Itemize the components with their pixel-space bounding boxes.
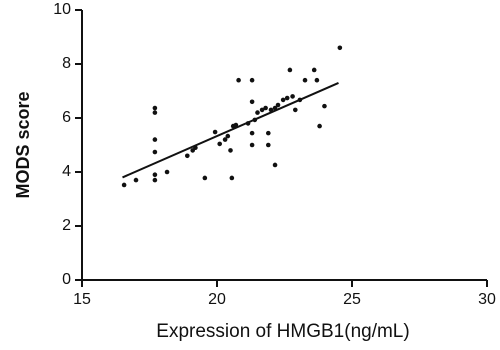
data-point — [266, 142, 271, 148]
data-point — [255, 110, 260, 115]
x-tick-label: 20 — [208, 291, 226, 308]
data-point — [302, 77, 308, 83]
data-point — [152, 172, 158, 177]
data-point — [229, 175, 235, 181]
data-point — [259, 107, 265, 113]
data-point — [287, 67, 293, 73]
data-point — [275, 102, 281, 108]
data-point — [152, 177, 158, 183]
data-point — [263, 105, 268, 111]
data-point — [152, 149, 158, 155]
data-point — [284, 95, 290, 101]
data-point — [164, 169, 170, 175]
data-point — [152, 110, 158, 115]
data-point — [322, 103, 327, 109]
data-point — [236, 77, 241, 83]
x-axis-label: Expression of HMGB1(ng/mL) — [156, 321, 409, 342]
data-point — [266, 130, 271, 136]
data-point — [152, 137, 158, 142]
data-point — [222, 137, 228, 142]
y-tick-label: 8 — [62, 55, 71, 72]
data-point — [249, 77, 255, 83]
data-point — [225, 133, 231, 139]
data-point — [249, 142, 255, 148]
data-point — [233, 122, 239, 128]
data-point — [337, 45, 343, 51]
y-tick-label: 2 — [62, 217, 71, 234]
data-point — [228, 148, 233, 153]
data-point — [217, 141, 222, 147]
regression-line — [122, 81, 339, 179]
x-tick-label: 30 — [478, 291, 496, 308]
x-tick-label: 25 — [343, 291, 361, 308]
data-point — [133, 177, 139, 183]
data-point — [314, 77, 320, 83]
data-point — [317, 123, 322, 129]
y-axis-label: MODS score — [13, 91, 33, 198]
data-point — [280, 97, 286, 103]
y-tick-label: 6 — [62, 109, 71, 126]
data-point — [185, 153, 190, 159]
data-point — [202, 175, 208, 181]
data-point — [311, 67, 317, 73]
x-tick-label: 15 — [73, 291, 91, 308]
y-tick-label: 10 — [53, 1, 71, 18]
data-point — [249, 130, 255, 136]
data-point — [152, 105, 158, 111]
data-point — [121, 182, 127, 188]
y-tick-label: 4 — [62, 163, 71, 180]
data-point — [249, 99, 255, 105]
data-point — [290, 94, 295, 99]
data-point — [293, 107, 298, 113]
y-tick-label: 0 — [62, 271, 71, 288]
data-point — [212, 129, 218, 135]
data-point — [272, 162, 278, 168]
